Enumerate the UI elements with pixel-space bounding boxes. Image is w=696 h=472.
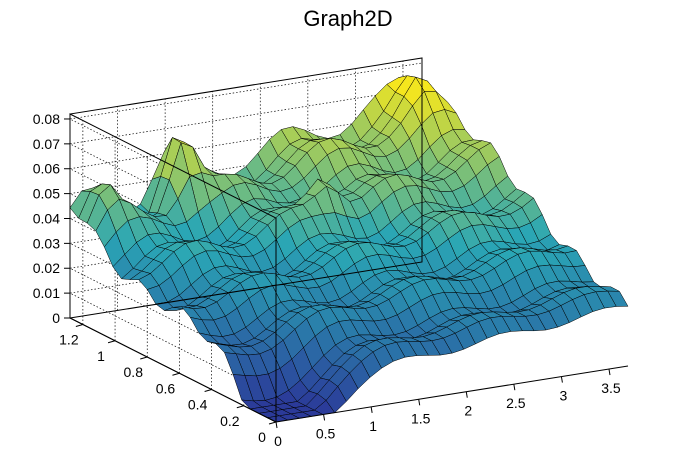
z-tick-label: 0.07: [33, 136, 60, 152]
x-tick-label: 0: [274, 433, 282, 449]
z-tick-label: 0.05: [33, 186, 60, 202]
z-tick-label: 0.08: [33, 111, 60, 127]
y-tick: [140, 356, 148, 360]
x-tick-label: 2.5: [506, 395, 526, 411]
y-tick: [75, 324, 84, 327]
y-tick: [204, 389, 212, 392]
y-tick: [172, 372, 180, 376]
x-tick: [275, 421, 278, 429]
surface-layer: [69, 75, 629, 423]
y-tick-label: 0.2: [220, 413, 240, 429]
x-tick: [465, 391, 468, 398]
z-tick-label: 0.02: [33, 260, 60, 276]
x-tick: [513, 384, 516, 391]
x-tick: [560, 376, 563, 383]
y-tick-label: 0: [258, 429, 266, 445]
y-tick-label: 0.8: [124, 364, 144, 380]
y-axis-line: [69, 317, 277, 423]
y-tick: [107, 340, 116, 344]
z-tick-label: 0.04: [33, 210, 60, 226]
x-tick-label: 1: [369, 418, 377, 434]
x-tick-label: 3.5: [601, 380, 621, 396]
y-tick-label: 1: [97, 348, 105, 364]
x-tick: [370, 406, 373, 413]
x-tick: [323, 414, 326, 421]
z-tick-label: 0.06: [33, 161, 60, 177]
y-tick: [268, 421, 277, 425]
x-tick: [608, 368, 611, 376]
y-tick-label: 1.2: [59, 332, 79, 348]
tick-layer: 0 0.5 1 1.5 2 2.5 3 3.5 0 0.2 0.4 0.6 0.8 1 1.2 0 0.01 0.…: [33, 111, 621, 449]
y-tick-label: 0.6: [156, 380, 176, 396]
z-tick-label: 0: [52, 310, 60, 326]
z-tick-label: 0.03: [33, 235, 60, 251]
x-tick-label: 2: [464, 403, 472, 419]
x-tick: [418, 399, 421, 406]
z-tick-label: 0.01: [33, 285, 60, 301]
y-tick-label: 0.4: [188, 397, 208, 413]
frame-layer: [69, 57, 629, 423]
x-axis-line: [275, 365, 629, 423]
x-tick-label: 1.5: [411, 410, 431, 426]
x-tick-label: 0.5: [316, 425, 336, 441]
x-tick-label: 3: [560, 388, 568, 404]
y-tick: [236, 405, 244, 409]
chart-title: Graph2D: [303, 6, 392, 31]
